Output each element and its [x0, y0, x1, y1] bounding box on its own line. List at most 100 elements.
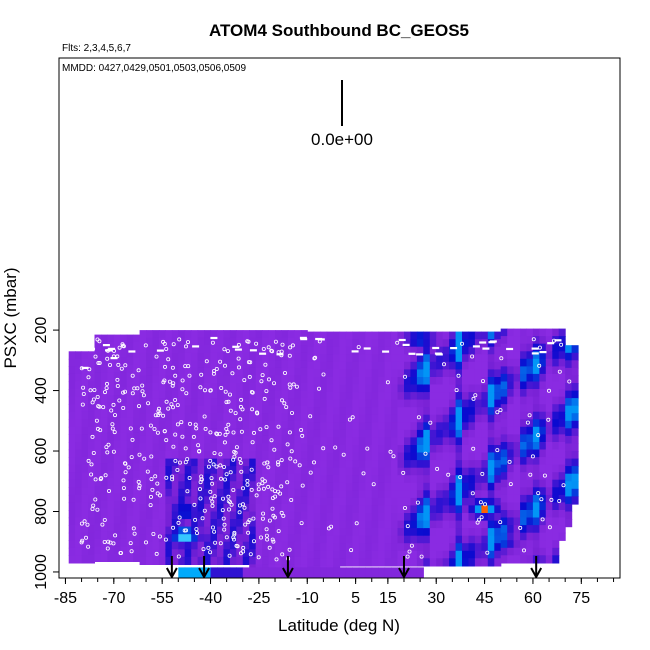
- sample-point: [177, 337, 182, 342]
- field-cell: [526, 381, 534, 390]
- sample-point: [130, 373, 135, 378]
- field-cell: [449, 550, 457, 559]
- field-cell: [423, 505, 431, 514]
- field-cell: [287, 443, 295, 452]
- field-cell: [268, 473, 276, 482]
- field-cell: [165, 451, 173, 460]
- field-cell: [313, 543, 321, 552]
- field-cell: [68, 525, 76, 534]
- sample-point: [123, 470, 128, 475]
- field-cell: [494, 339, 502, 348]
- field-cell: [333, 369, 341, 378]
- field-cell: [500, 517, 508, 526]
- field-cell: [326, 361, 334, 370]
- field-cell: [300, 330, 308, 339]
- sample-point: [161, 380, 166, 385]
- field-cell: [300, 519, 308, 528]
- field-cell: [487, 558, 495, 567]
- field-cell: [184, 383, 192, 392]
- field-cell: [416, 550, 424, 559]
- plot-area: [68, 328, 579, 578]
- sample-point: [197, 487, 202, 492]
- field-cell: [113, 372, 121, 381]
- field-cell: [223, 511, 231, 520]
- field-cell: [481, 346, 489, 355]
- sample-point: [299, 521, 304, 526]
- field-cell: [468, 452, 476, 461]
- sample-point: [153, 474, 158, 479]
- field-cell: [462, 429, 469, 439]
- field-cell: [242, 345, 250, 354]
- field-cell: [352, 392, 360, 401]
- field-cell: [313, 354, 321, 363]
- field-cell: [429, 361, 437, 370]
- field-cell: [429, 377, 437, 386]
- field-cell: [107, 493, 115, 502]
- field-cell: [281, 466, 289, 475]
- field-cell: [287, 534, 295, 543]
- field-cell: [442, 558, 450, 567]
- field-cell: [345, 331, 353, 340]
- field-cell: [449, 482, 457, 491]
- field-cell: [294, 473, 302, 482]
- field-cell: [378, 490, 386, 499]
- field-cell: [416, 475, 424, 484]
- sample-point: [126, 465, 131, 470]
- field-cell: [191, 413, 199, 422]
- field-cell: [281, 488, 289, 497]
- field-cell: [294, 360, 302, 369]
- field-cell: [300, 556, 308, 565]
- field-cell: [107, 425, 115, 434]
- sample-point: [499, 356, 504, 361]
- field-cell: [520, 389, 528, 398]
- sample-point: [136, 479, 141, 484]
- field-cell: [404, 535, 411, 544]
- field-cell: [113, 357, 121, 366]
- field-cell: [268, 481, 276, 490]
- field-cell: [436, 513, 444, 522]
- field-cell: [191, 488, 199, 497]
- field-cell: [371, 339, 379, 348]
- sample-mark: [300, 338, 308, 341]
- profile-arrows: [165, 556, 543, 578]
- field-cell: [565, 458, 573, 467]
- field-cell: [462, 520, 469, 529]
- field-cell: [371, 475, 379, 484]
- field-cell: [281, 345, 289, 354]
- field-cell: [287, 390, 295, 399]
- sample-point: [151, 532, 156, 537]
- sample-point: [105, 356, 110, 361]
- field-cell: [565, 451, 573, 460]
- sample-point: [241, 545, 246, 550]
- field-cell: [204, 345, 212, 354]
- field-cell: [520, 442, 528, 451]
- field-cell: [75, 457, 83, 466]
- field-cell: [152, 443, 160, 452]
- field-cell: [204, 443, 212, 452]
- field-cell: [539, 358, 547, 367]
- field-cell: [571, 405, 579, 414]
- field-cell: [255, 367, 263, 377]
- sample-point: [260, 373, 265, 378]
- sample-point: [258, 427, 263, 432]
- sample-point: [264, 533, 269, 538]
- field-cell: [455, 429, 463, 439]
- sample-point: [227, 553, 232, 558]
- field-cell: [255, 337, 263, 346]
- field-cell: [410, 384, 418, 393]
- field-cell: [378, 361, 386, 370]
- field-cell: [500, 328, 508, 337]
- field-cell: [158, 556, 166, 565]
- field-cell: [410, 528, 418, 537]
- sample-point: [234, 543, 239, 548]
- field-cell: [500, 419, 508, 428]
- field-cell: [294, 390, 302, 399]
- field-cell: [313, 460, 321, 469]
- field-cell: [75, 373, 83, 383]
- sample-point: [316, 386, 321, 391]
- field-cell: [339, 414, 347, 423]
- field-cell: [191, 398, 199, 407]
- sample-mark: [317, 338, 325, 341]
- field-cell: [333, 490, 341, 499]
- field-cell: [249, 496, 257, 505]
